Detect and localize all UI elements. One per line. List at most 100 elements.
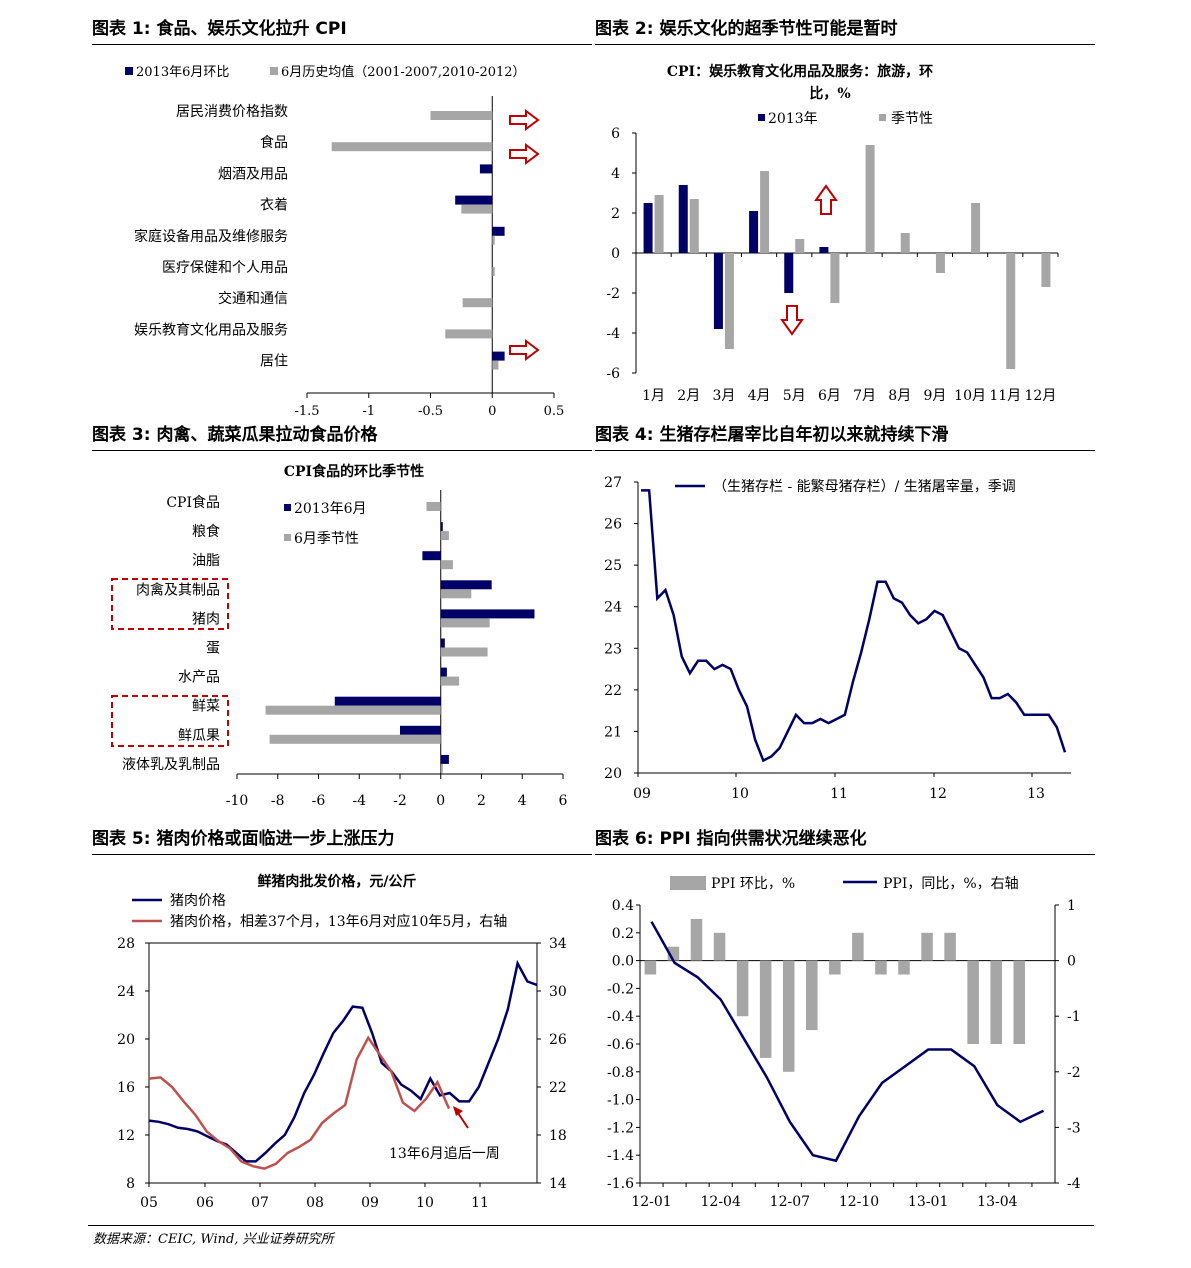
- y-left-tick-label: 0.2: [612, 926, 634, 942]
- x-tick-label: 12月: [1025, 388, 1057, 404]
- chart-5-title: 图表 5: 猪肉价格或面临进一步上涨压力: [92, 828, 592, 855]
- bar-2013: [492, 226, 505, 236]
- y-left-tick-label: -0.6: [607, 1037, 634, 1053]
- highlight-box-meat: [111, 578, 229, 630]
- chart-1-title: 图表 1: 食品、娱乐文化拉升 CPI: [92, 18, 592, 45]
- y-tick-label: 22: [604, 683, 622, 699]
- bar-ppi-mom: [667, 946, 680, 961]
- x-tick-label: -8: [271, 793, 285, 809]
- y-right-tick-label: 26: [549, 1032, 567, 1048]
- bar-2013: [749, 211, 759, 253]
- x-tick-label: 4月: [748, 388, 771, 404]
- x-tick-label: 08: [306, 1195, 324, 1211]
- y-left-tick-label: 24: [117, 984, 135, 1000]
- x-tick-label: 1月: [642, 388, 665, 404]
- bar-2013: [440, 754, 449, 764]
- bar-2013: [643, 203, 653, 253]
- x-tick-label: -0.5: [418, 404, 443, 419]
- bar-2013: [440, 638, 445, 648]
- bar-ppi-mom: [736, 960, 749, 1017]
- y-tick-label: -6: [606, 366, 620, 382]
- arrow-right-cpi: [509, 109, 540, 131]
- highlight-box-produce: [111, 695, 229, 747]
- category-label: 衣着: [260, 198, 288, 214]
- bar-seasonal: [900, 233, 910, 253]
- legend-label-2013: 2013年6月环比: [136, 65, 229, 80]
- x-tick-label: 12-01: [631, 1194, 671, 1210]
- y-left-tick-label: 0.0: [612, 954, 634, 970]
- chart-title-line1: CPI：娱乐教育文化用品及服务：旅游，环: [667, 63, 933, 80]
- bar-ppi-mom: [944, 932, 956, 961]
- y-left-tick-label: 20: [117, 1032, 135, 1048]
- bar-seasonal: [971, 203, 981, 253]
- chart-2-svg: CPI：娱乐教育文化用品及服务：旅游，环比，% 2013年 季节性 6 4 2 0 -2 -4 -…: [606, 63, 1059, 404]
- arrow-right-entertainment: [509, 339, 540, 361]
- legend-swatch-hist: [270, 67, 278, 75]
- y-left-tick-label: -1.6: [607, 1176, 634, 1192]
- y-right-tick-label: -4: [1067, 1176, 1081, 1192]
- bar-seasonal: [440, 560, 453, 570]
- legend-label: （生猪存栏 - 能繁母猪存栏）/ 生猪屠宰量，季调: [713, 479, 1016, 495]
- bar-2013: [422, 551, 441, 561]
- category-label: 蛋: [206, 641, 220, 657]
- arrow-right-food: [509, 143, 540, 165]
- category-label: CPI食品: [166, 494, 220, 511]
- x-tick-label: 10: [416, 1195, 434, 1211]
- x-tick-label: 12-10: [839, 1194, 879, 1210]
- bar-ppi-mom: [690, 918, 703, 961]
- bar-2013: [455, 195, 493, 205]
- bar-ppi-mom: [759, 960, 772, 1058]
- x-tick-label: -6: [312, 793, 326, 809]
- bar-2013: [440, 609, 535, 619]
- chart-4-svg: 27 26 25 24 23 22 21 20 09 10 11 12 13 （生猪存栏 - 能繁母猪存栏…: [604, 475, 1071, 802]
- line-ppi-yoy: [650, 921, 1045, 1163]
- footer-rule: [88, 1225, 1094, 1226]
- annotation-arrow-line: [457, 1112, 469, 1129]
- category-label: 油脂: [192, 553, 220, 569]
- bar-seasonal: [440, 589, 472, 599]
- chart-title: CPI食品的环比季节性: [284, 463, 424, 480]
- x-tick-label: 13-01: [908, 1194, 948, 1210]
- category-label: 娱乐教育文化用品及服务: [134, 322, 288, 338]
- x-tick-label: 09: [361, 1195, 379, 1211]
- category-label: 交通和通信: [218, 290, 288, 307]
- bar-hist: [492, 235, 495, 245]
- annotation-text: 13年6月追后一周: [389, 1146, 500, 1162]
- chart-title-line2: 比，%: [809, 85, 850, 102]
- category-label: 家庭设备用品及维修服务: [134, 228, 288, 245]
- x-tick-label: -1.5: [294, 404, 319, 419]
- bar-2013: [819, 247, 829, 253]
- bar-2013: [440, 667, 447, 677]
- chart-5-svg: 鲜猪肉批发价格，元/公斤猪肉价格猪肉价格，相差37个月，13年6月对应10年5月…: [117, 873, 567, 1211]
- plot-frame: [148, 942, 538, 1184]
- legend-label-2013: 2013年: [768, 111, 818, 127]
- bar-2013: [440, 580, 492, 590]
- y-left-tick-label: -1.2: [607, 1120, 634, 1136]
- arrow-down-may: [780, 305, 804, 336]
- chart-6-title: 图表 6: PPI 指向供需状况继续恶化: [595, 828, 1095, 855]
- bar-ppi-mom: [852, 932, 864, 961]
- bar-seasonal: [440, 763, 443, 773]
- x-tick-label: 0.5: [544, 404, 565, 419]
- bar-seasonal: [795, 239, 805, 253]
- bar-ppi-mom: [644, 960, 657, 975]
- chart-4-title: 图表 4: 生猪存栏屠宰比自年初以来就持续下滑: [595, 424, 1095, 451]
- annotation-arrow-head: [453, 1106, 463, 1116]
- category-label: 居住: [260, 354, 288, 370]
- y-right-tick-label: -1: [1067, 1009, 1081, 1025]
- bar-hist: [462, 298, 493, 308]
- legend-label-seasonal: 6月季节性: [294, 531, 359, 547]
- chart-1-svg: 2013年6月环比 6月历史均值（2001-2007,2010-2012） -1.5…: [125, 64, 565, 419]
- y-right-tick-label: 14: [549, 1176, 567, 1192]
- bar-hist: [430, 111, 493, 120]
- bar-ppi-mom: [921, 932, 933, 961]
- x-tick-label: 7月: [853, 388, 876, 404]
- legend-swatch-mom: [670, 876, 706, 890]
- bar-seasonal: [269, 734, 441, 744]
- x-tick-label: 2月: [677, 388, 700, 404]
- y-tick-label: 6: [611, 126, 620, 142]
- legend-swatch-seasonal: [879, 114, 886, 121]
- y-left-tick-label: 16: [117, 1080, 135, 1096]
- legend-swatch-2013: [284, 504, 291, 511]
- bar-seasonal: [1006, 253, 1016, 369]
